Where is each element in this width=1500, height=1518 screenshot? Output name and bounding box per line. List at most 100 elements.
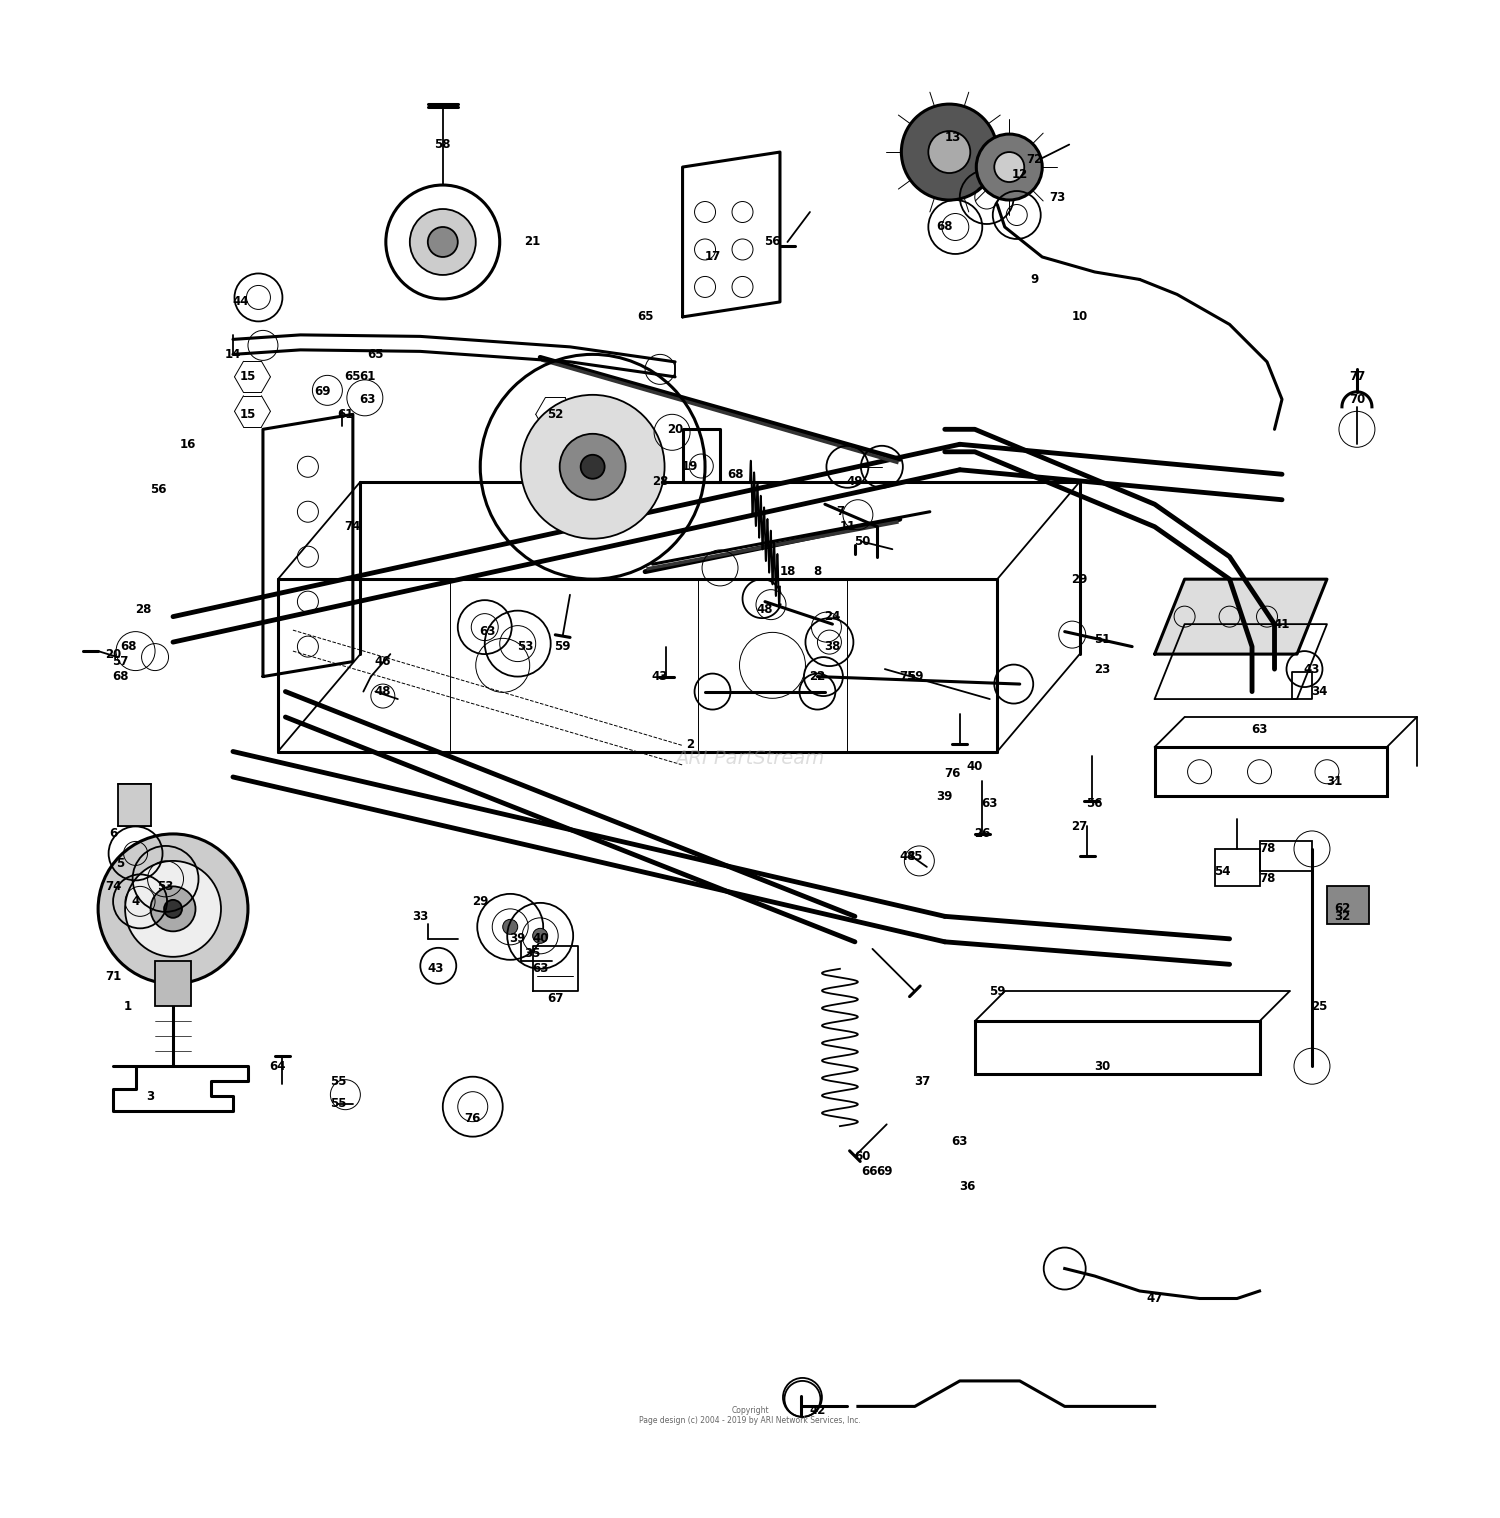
Text: 77: 77	[1348, 370, 1365, 384]
Text: 24: 24	[824, 610, 840, 622]
Text: 28: 28	[135, 603, 152, 616]
Text: 61: 61	[338, 408, 354, 420]
Text: 76: 76	[944, 768, 960, 780]
Text: 69: 69	[315, 386, 332, 398]
Bar	[1328, 887, 1370, 924]
Text: 69: 69	[876, 1164, 892, 1178]
Text: 9: 9	[1030, 273, 1039, 285]
Text: 71: 71	[105, 970, 122, 982]
Text: 32: 32	[1334, 909, 1350, 923]
Text: 29: 29	[1071, 572, 1088, 586]
Polygon shape	[1155, 580, 1328, 654]
Text: 75: 75	[898, 669, 915, 683]
Text: 21: 21	[525, 235, 542, 249]
Text: 65: 65	[368, 348, 384, 361]
Text: 53: 53	[158, 880, 174, 893]
Text: 23: 23	[1094, 662, 1110, 676]
Text: 14: 14	[225, 348, 242, 361]
Text: 44: 44	[232, 296, 249, 308]
Circle shape	[560, 434, 626, 499]
Text: 38: 38	[824, 641, 840, 653]
Text: 41: 41	[1274, 618, 1290, 630]
Text: 58: 58	[435, 138, 451, 152]
Text: 7: 7	[836, 505, 844, 518]
Text: 63: 63	[1251, 723, 1268, 736]
Text: 40: 40	[532, 932, 549, 946]
Text: 63: 63	[360, 393, 376, 405]
Bar	[154, 961, 190, 1006]
Text: 39: 39	[510, 932, 526, 946]
Bar	[1260, 841, 1312, 871]
Text: 18: 18	[780, 565, 795, 578]
Circle shape	[427, 228, 458, 257]
Text: 20: 20	[105, 648, 122, 660]
Text: 47: 47	[1146, 1292, 1162, 1305]
Text: 48: 48	[756, 603, 772, 616]
Text: 13: 13	[944, 131, 960, 144]
Text: 55: 55	[330, 1098, 346, 1110]
Text: 8: 8	[813, 565, 822, 578]
Text: 70: 70	[1348, 393, 1365, 405]
Text: 65: 65	[345, 370, 362, 384]
Text: 65: 65	[638, 310, 654, 323]
Text: 64: 64	[270, 1060, 286, 1073]
Text: 59: 59	[555, 641, 572, 653]
Text: 73: 73	[1048, 191, 1065, 203]
Text: 63: 63	[981, 797, 998, 811]
Text: 59: 59	[988, 985, 1005, 997]
Text: 46: 46	[375, 656, 392, 668]
Text: 74: 74	[105, 880, 122, 893]
Text: 40: 40	[966, 761, 982, 773]
Circle shape	[902, 105, 998, 200]
Text: 57: 57	[112, 656, 129, 668]
Text: 76: 76	[465, 1113, 482, 1125]
Text: 59: 59	[906, 669, 922, 683]
Text: 68: 68	[112, 669, 129, 683]
Text: 37: 37	[914, 1075, 930, 1088]
Text: 33: 33	[413, 909, 429, 923]
Text: 10: 10	[1071, 310, 1088, 323]
Text: 68: 68	[120, 641, 136, 653]
Circle shape	[164, 900, 182, 918]
Circle shape	[928, 131, 970, 173]
Text: 26: 26	[974, 827, 990, 841]
Text: 56: 56	[150, 483, 166, 496]
Text: 48: 48	[375, 685, 392, 698]
Circle shape	[994, 152, 1024, 182]
Text: 25: 25	[1311, 1000, 1328, 1013]
Bar	[1155, 747, 1388, 797]
Text: 36: 36	[958, 1179, 975, 1193]
Bar	[117, 785, 150, 826]
Text: 68: 68	[728, 468, 744, 481]
Text: 66: 66	[861, 1164, 877, 1178]
Circle shape	[410, 209, 476, 275]
Text: 68: 68	[936, 220, 952, 234]
Text: 55: 55	[330, 1075, 346, 1088]
Text: 16: 16	[180, 437, 196, 451]
Text: 62: 62	[1334, 902, 1350, 915]
Bar	[1215, 849, 1260, 887]
Text: 53: 53	[518, 641, 534, 653]
Text: 50: 50	[853, 536, 870, 548]
Circle shape	[520, 395, 664, 539]
Text: 17: 17	[705, 250, 720, 264]
Text: 19: 19	[682, 460, 698, 474]
Text: 30: 30	[1094, 1060, 1110, 1073]
Circle shape	[503, 920, 518, 935]
Text: 5: 5	[117, 858, 124, 870]
Text: 29: 29	[472, 896, 489, 908]
Text: 31: 31	[1326, 776, 1342, 788]
Text: 35: 35	[525, 947, 542, 961]
Text: 1: 1	[124, 1000, 132, 1013]
Text: 78: 78	[1258, 842, 1275, 856]
Text: 12: 12	[1011, 168, 1028, 181]
Text: 22: 22	[810, 669, 825, 683]
Text: 2: 2	[686, 738, 694, 750]
Text: 4: 4	[132, 896, 140, 908]
Text: 27: 27	[1071, 820, 1088, 833]
Text: 43: 43	[427, 962, 444, 975]
Text: 11: 11	[840, 521, 855, 533]
Text: 6: 6	[110, 827, 117, 841]
Circle shape	[532, 929, 548, 943]
Text: 15: 15	[240, 408, 256, 420]
